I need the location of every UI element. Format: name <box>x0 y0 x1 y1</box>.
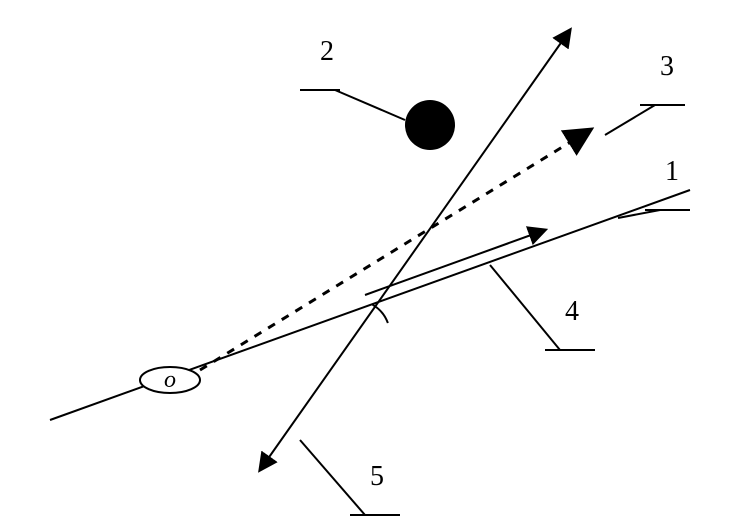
dot-2 <box>405 100 455 150</box>
callout-label-2: 2 <box>320 36 334 67</box>
line-3-dashed <box>200 130 590 370</box>
callout-leader-4 <box>490 265 560 350</box>
callout-leader-5 <box>300 440 365 515</box>
arrow-4 <box>365 230 545 295</box>
origin-label: o <box>164 367 176 393</box>
callout-leader-2 <box>335 90 405 120</box>
diagram-canvas: o 2 3 1 4 5 <box>0 0 741 526</box>
callout-label-3: 3 <box>660 51 674 82</box>
callout-label-5: 5 <box>370 461 384 492</box>
callout-label-1: 1 <box>665 156 679 187</box>
callout-leader-3 <box>605 105 655 135</box>
callout-label-4: 4 <box>565 296 579 327</box>
